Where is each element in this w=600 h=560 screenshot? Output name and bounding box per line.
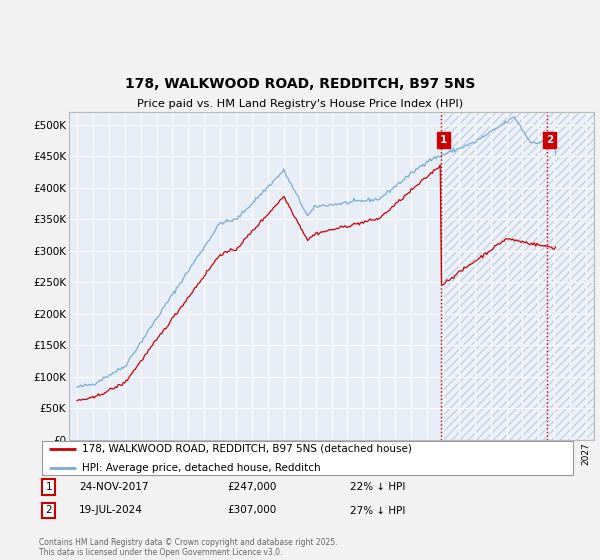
Text: Price paid vs. HM Land Registry's House Price Index (HPI): Price paid vs. HM Land Registry's House …	[137, 99, 463, 109]
Text: 2: 2	[546, 136, 553, 146]
Text: 2: 2	[46, 506, 52, 516]
FancyBboxPatch shape	[41, 441, 574, 475]
Bar	[441, 112, 594, 440]
Text: 22% ↓ HPI: 22% ↓ HPI	[350, 482, 406, 492]
Text: 178, WALKWOOD ROAD, REDDITCH, B97 5NS: 178, WALKWOOD ROAD, REDDITCH, B97 5NS	[125, 77, 475, 91]
Text: 1: 1	[46, 482, 52, 492]
Text: £247,000: £247,000	[227, 482, 277, 492]
Text: 24-NOV-2017: 24-NOV-2017	[79, 482, 149, 492]
Text: 178, WALKWOOD ROAD, REDDITCH, B97 5NS (detached house): 178, WALKWOOD ROAD, REDDITCH, B97 5NS (d…	[82, 444, 412, 454]
Text: Contains HM Land Registry data © Crown copyright and database right 2025.
This d: Contains HM Land Registry data © Crown c…	[39, 538, 337, 557]
Text: HPI: Average price, detached house, Redditch: HPI: Average price, detached house, Redd…	[82, 463, 320, 473]
Text: 19-JUL-2024: 19-JUL-2024	[79, 506, 143, 516]
Text: £307,000: £307,000	[227, 506, 276, 516]
Bar	[441, 112, 594, 440]
Text: 27% ↓ HPI: 27% ↓ HPI	[350, 506, 406, 516]
Text: 1: 1	[440, 136, 447, 146]
